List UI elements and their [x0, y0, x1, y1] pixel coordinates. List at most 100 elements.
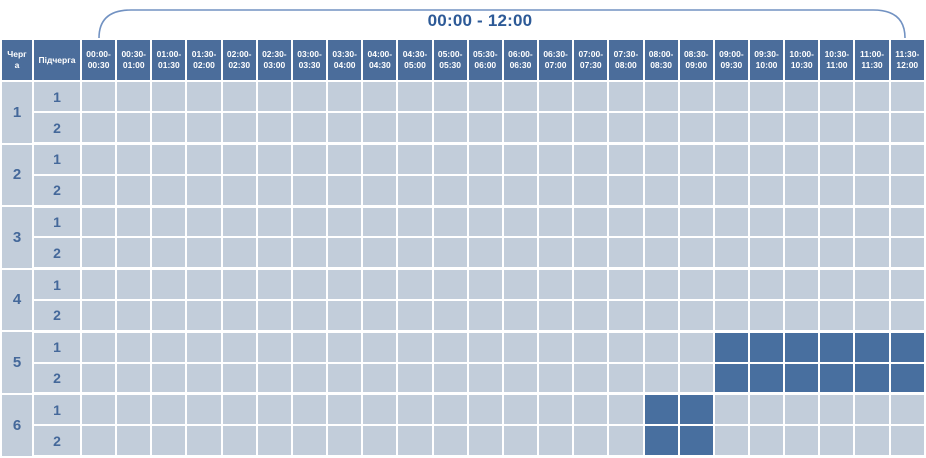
schedule-cell: [326, 424, 364, 458]
schedule-cell-filled: [642, 424, 680, 458]
schedule-cell: [396, 142, 434, 176]
schedule-cell: [537, 330, 575, 364]
schedule-row: 2: [1, 111, 926, 146]
subqueue-number: 1: [32, 205, 82, 239]
schedule-cell: [431, 392, 469, 427]
schedule-cell: [853, 236, 891, 271]
time-slot-line: 10:00: [755, 60, 778, 70]
subqueue-number: 2: [32, 424, 82, 458]
time-slot-header: 10:30- 11:00: [818, 38, 856, 82]
schedule-cell: [607, 298, 645, 333]
schedule-cell: [466, 267, 504, 301]
schedule-cell: [431, 298, 469, 333]
schedule-cell: [361, 424, 399, 458]
schedule-cell: [537, 205, 575, 239]
schedule-cell: [326, 361, 364, 396]
schedule-cell: [607, 79, 645, 114]
schedule-cell: [572, 361, 610, 396]
schedule-cell: [150, 79, 188, 114]
time-slot-line: 08:00-: [648, 49, 674, 59]
schedule-cell-filled: [853, 330, 891, 364]
schedule-cell: [607, 173, 645, 208]
schedule-cell: [642, 79, 680, 114]
schedule-cell: [853, 142, 891, 176]
schedule-cell: [818, 142, 856, 176]
schedule-cell: [501, 392, 540, 427]
schedule-cell: [677, 173, 715, 208]
subqueue-number: 2: [32, 361, 82, 396]
schedule-cell: [572, 424, 610, 458]
schedule-cell: [220, 424, 258, 458]
schedule-cell: [150, 236, 188, 271]
schedule-cell: [888, 205, 926, 239]
schedule-cell: [115, 330, 153, 364]
schedule-cell: [677, 142, 715, 176]
schedule-cell: [79, 361, 118, 396]
schedule-cell: [642, 111, 680, 146]
time-slot-header: 04:00- 04:30: [361, 38, 399, 82]
schedule-cell: [642, 330, 680, 364]
schedule-cell-filled: [712, 361, 750, 396]
schedule-cell: [326, 142, 364, 176]
schedule-cell: [255, 424, 293, 458]
schedule-cell: [255, 173, 293, 208]
time-slot-line: 03:00: [263, 60, 286, 70]
time-slot-header: 00:00- 00:30: [79, 38, 118, 82]
schedule-cell: [290, 111, 329, 146]
time-slot-line: 05:00: [404, 60, 426, 70]
schedule-cell: [396, 424, 434, 458]
schedule-table-head: Черг а Підчерга 00:00- 00:30 00:30- 01:00 01…: [0, 38, 926, 82]
schedule-cell: [712, 424, 750, 458]
schedule-cell: [466, 392, 504, 427]
time-slot-line: 08:30: [650, 60, 672, 70]
schedule-cell: [326, 236, 364, 271]
queue-number: 4: [0, 267, 34, 333]
schedule-cell: [642, 267, 680, 301]
schedule-cell: [888, 236, 926, 271]
schedule-cell: [115, 173, 153, 208]
schedule-cell: [396, 392, 434, 427]
time-slot-line: 02:00-: [226, 49, 252, 59]
subqueue-number: 2: [32, 298, 82, 333]
schedule-cell: [150, 392, 188, 427]
schedule-cell: [255, 267, 293, 301]
schedule-cell: [255, 392, 293, 427]
schedule-cell-filled: [783, 330, 821, 364]
schedule-cell: [572, 79, 610, 114]
schedule-cell: [501, 236, 540, 271]
schedule-cell: [677, 298, 715, 333]
queue-number: 6: [0, 392, 34, 458]
schedule-cell: [642, 361, 680, 396]
schedule-cell: [747, 79, 786, 114]
time-slot-header: 05:00- 05:30: [431, 38, 469, 82]
schedule-cell: [888, 267, 926, 301]
schedule-cell: [783, 205, 821, 239]
time-slot-line: 06:30: [509, 60, 532, 70]
schedule-cell: [115, 111, 153, 146]
schedule-cell: [150, 361, 188, 396]
schedule-cell: [501, 79, 540, 114]
time-slot-line: 02:30: [228, 60, 251, 70]
schedule-cell: [115, 361, 153, 396]
time-slot-header: 08:30- 09:00: [677, 38, 715, 82]
schedule-cell: [185, 173, 223, 208]
schedule-cell: [466, 330, 504, 364]
schedule-cell: [220, 267, 258, 301]
schedule-cell: [326, 267, 364, 301]
schedule-cell: [537, 111, 575, 146]
schedule-cell: [466, 79, 504, 114]
schedule-cell: [818, 236, 856, 271]
schedule-cell: [537, 236, 575, 271]
schedule-cell: [747, 236, 786, 271]
schedule-cell: [537, 392, 575, 427]
time-slot-line: 07:30: [579, 60, 602, 70]
time-slot-header: 03:30- 04:00: [326, 38, 364, 82]
schedule-cell: [501, 111, 540, 146]
schedule-cell: [572, 298, 610, 333]
schedule-cell-filled: [888, 361, 926, 396]
time-slot-line: 06:00-: [508, 49, 533, 59]
queue-header-line: а: [14, 60, 20, 70]
schedule-cell: [150, 173, 188, 208]
